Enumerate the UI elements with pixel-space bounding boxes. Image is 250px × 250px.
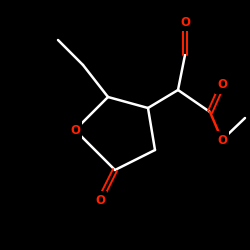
Text: O: O <box>180 16 190 28</box>
Text: O: O <box>217 78 227 92</box>
Text: O: O <box>95 194 105 206</box>
Text: O: O <box>70 124 80 136</box>
Text: O: O <box>217 134 227 146</box>
